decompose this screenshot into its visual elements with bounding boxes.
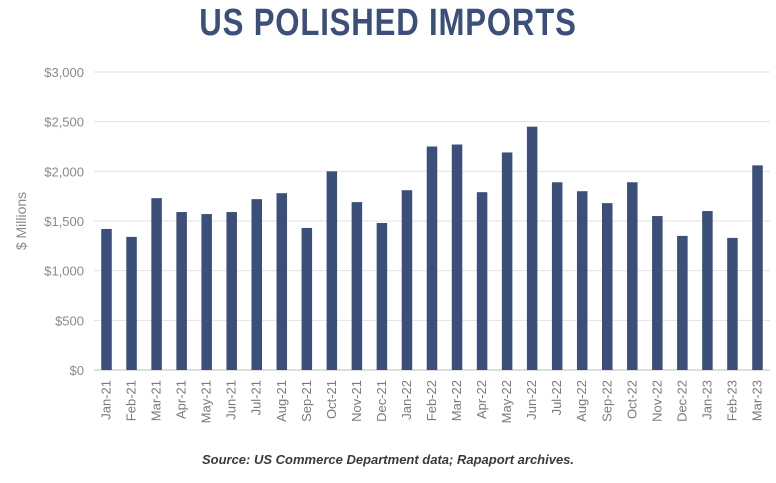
bar-jan-21 [101, 228, 112, 370]
x-tick-label: May-21 [199, 380, 214, 423]
chart-source-note: Source: US Commerce Department data; Rap… [201, 452, 575, 467]
bar-mar-21 [151, 198, 162, 370]
x-tick-label: Sep-22 [599, 380, 614, 422]
x-tick-label: Jun-22 [524, 380, 539, 420]
y-axis-title: $ Millions [13, 192, 29, 250]
x-tick-label: Jan-23 [699, 380, 714, 420]
bar-jun-22 [526, 126, 538, 370]
bar-feb-21 [126, 236, 137, 370]
bar-may-21 [201, 214, 212, 370]
bar-aug-21 [276, 193, 288, 370]
bar-sep-22 [602, 203, 613, 370]
bar-dec-22 [677, 235, 688, 370]
x-tick-label: Feb-23 [724, 380, 739, 421]
bar-jun-21 [226, 212, 237, 370]
y-tick-label: $0 [70, 363, 84, 378]
x-tick-label: Mar-22 [449, 380, 464, 421]
x-tick-label: Sep-21 [299, 380, 314, 422]
bar-mar-23 [752, 165, 763, 370]
bar-apr-22 [476, 192, 488, 370]
y-tick-label: $3,000 [44, 65, 84, 80]
y-tick-label: $500 [55, 313, 84, 328]
x-tick-label: Aug-21 [274, 380, 289, 422]
x-tick-label: Jul-22 [549, 380, 564, 415]
x-tick-label: Feb-21 [124, 380, 139, 421]
x-tick-label: Jan-22 [399, 380, 414, 420]
x-tick-label: Dec-22 [674, 380, 689, 422]
x-tick-label: Nov-21 [349, 380, 364, 422]
x-tick-label: Jan-21 [99, 380, 114, 420]
bar-mar-22 [451, 144, 463, 370]
x-tick-label: Jul-21 [249, 380, 264, 415]
y-axis-ticks: $0 $500 $1,000 $1,500 $2,000 $2,500 $3,000 [44, 65, 84, 378]
bar-may-22 [501, 152, 513, 370]
bar-feb-22 [426, 146, 438, 370]
bar-nov-22 [652, 216, 663, 370]
y-tick-label: $2,500 [44, 115, 84, 130]
x-tick-label: Mar-21 [149, 380, 164, 421]
y-tick-label: $1,000 [44, 264, 84, 279]
y-tick-label: $2,000 [44, 164, 84, 179]
x-tick-label: Mar-23 [749, 380, 764, 421]
x-tick-label: Jun-21 [224, 380, 239, 420]
bar-apr-21 [176, 212, 187, 370]
bar-dec-21 [376, 222, 388, 370]
x-tick-label: Dec-21 [374, 380, 389, 422]
bars [101, 126, 763, 370]
x-tick-label: Oct-22 [624, 380, 639, 419]
x-tick-label: Apr-21 [174, 380, 189, 419]
x-tick-label: Aug-22 [574, 380, 589, 422]
bar-jan-23 [702, 211, 713, 370]
bar-jan-22 [401, 190, 413, 370]
y-tick-label: $1,500 [44, 214, 84, 229]
x-tick-label: Feb-22 [424, 380, 439, 421]
bar-aug-22 [576, 191, 588, 370]
bar-oct-21 [326, 171, 338, 370]
bar-feb-23 [727, 237, 738, 370]
bar-oct-22 [627, 182, 638, 370]
chart-title: US POLISHED IMPORTS [199, 2, 577, 44]
bar-jul-22 [551, 182, 563, 370]
x-axis-ticks: Jan-21 Feb-21 Mar-21 Apr-21 May-21 Jun-21 Jul-… [99, 380, 765, 423]
x-tick-label: Apr-22 [474, 380, 489, 419]
x-tick-label: Nov-22 [649, 380, 664, 422]
x-tick-label: May-22 [499, 380, 514, 423]
bar-sep-21 [301, 227, 313, 370]
bar-jul-21 [251, 199, 262, 370]
x-tick-label: Oct-21 [324, 380, 339, 419]
bar-nov-21 [351, 202, 363, 370]
